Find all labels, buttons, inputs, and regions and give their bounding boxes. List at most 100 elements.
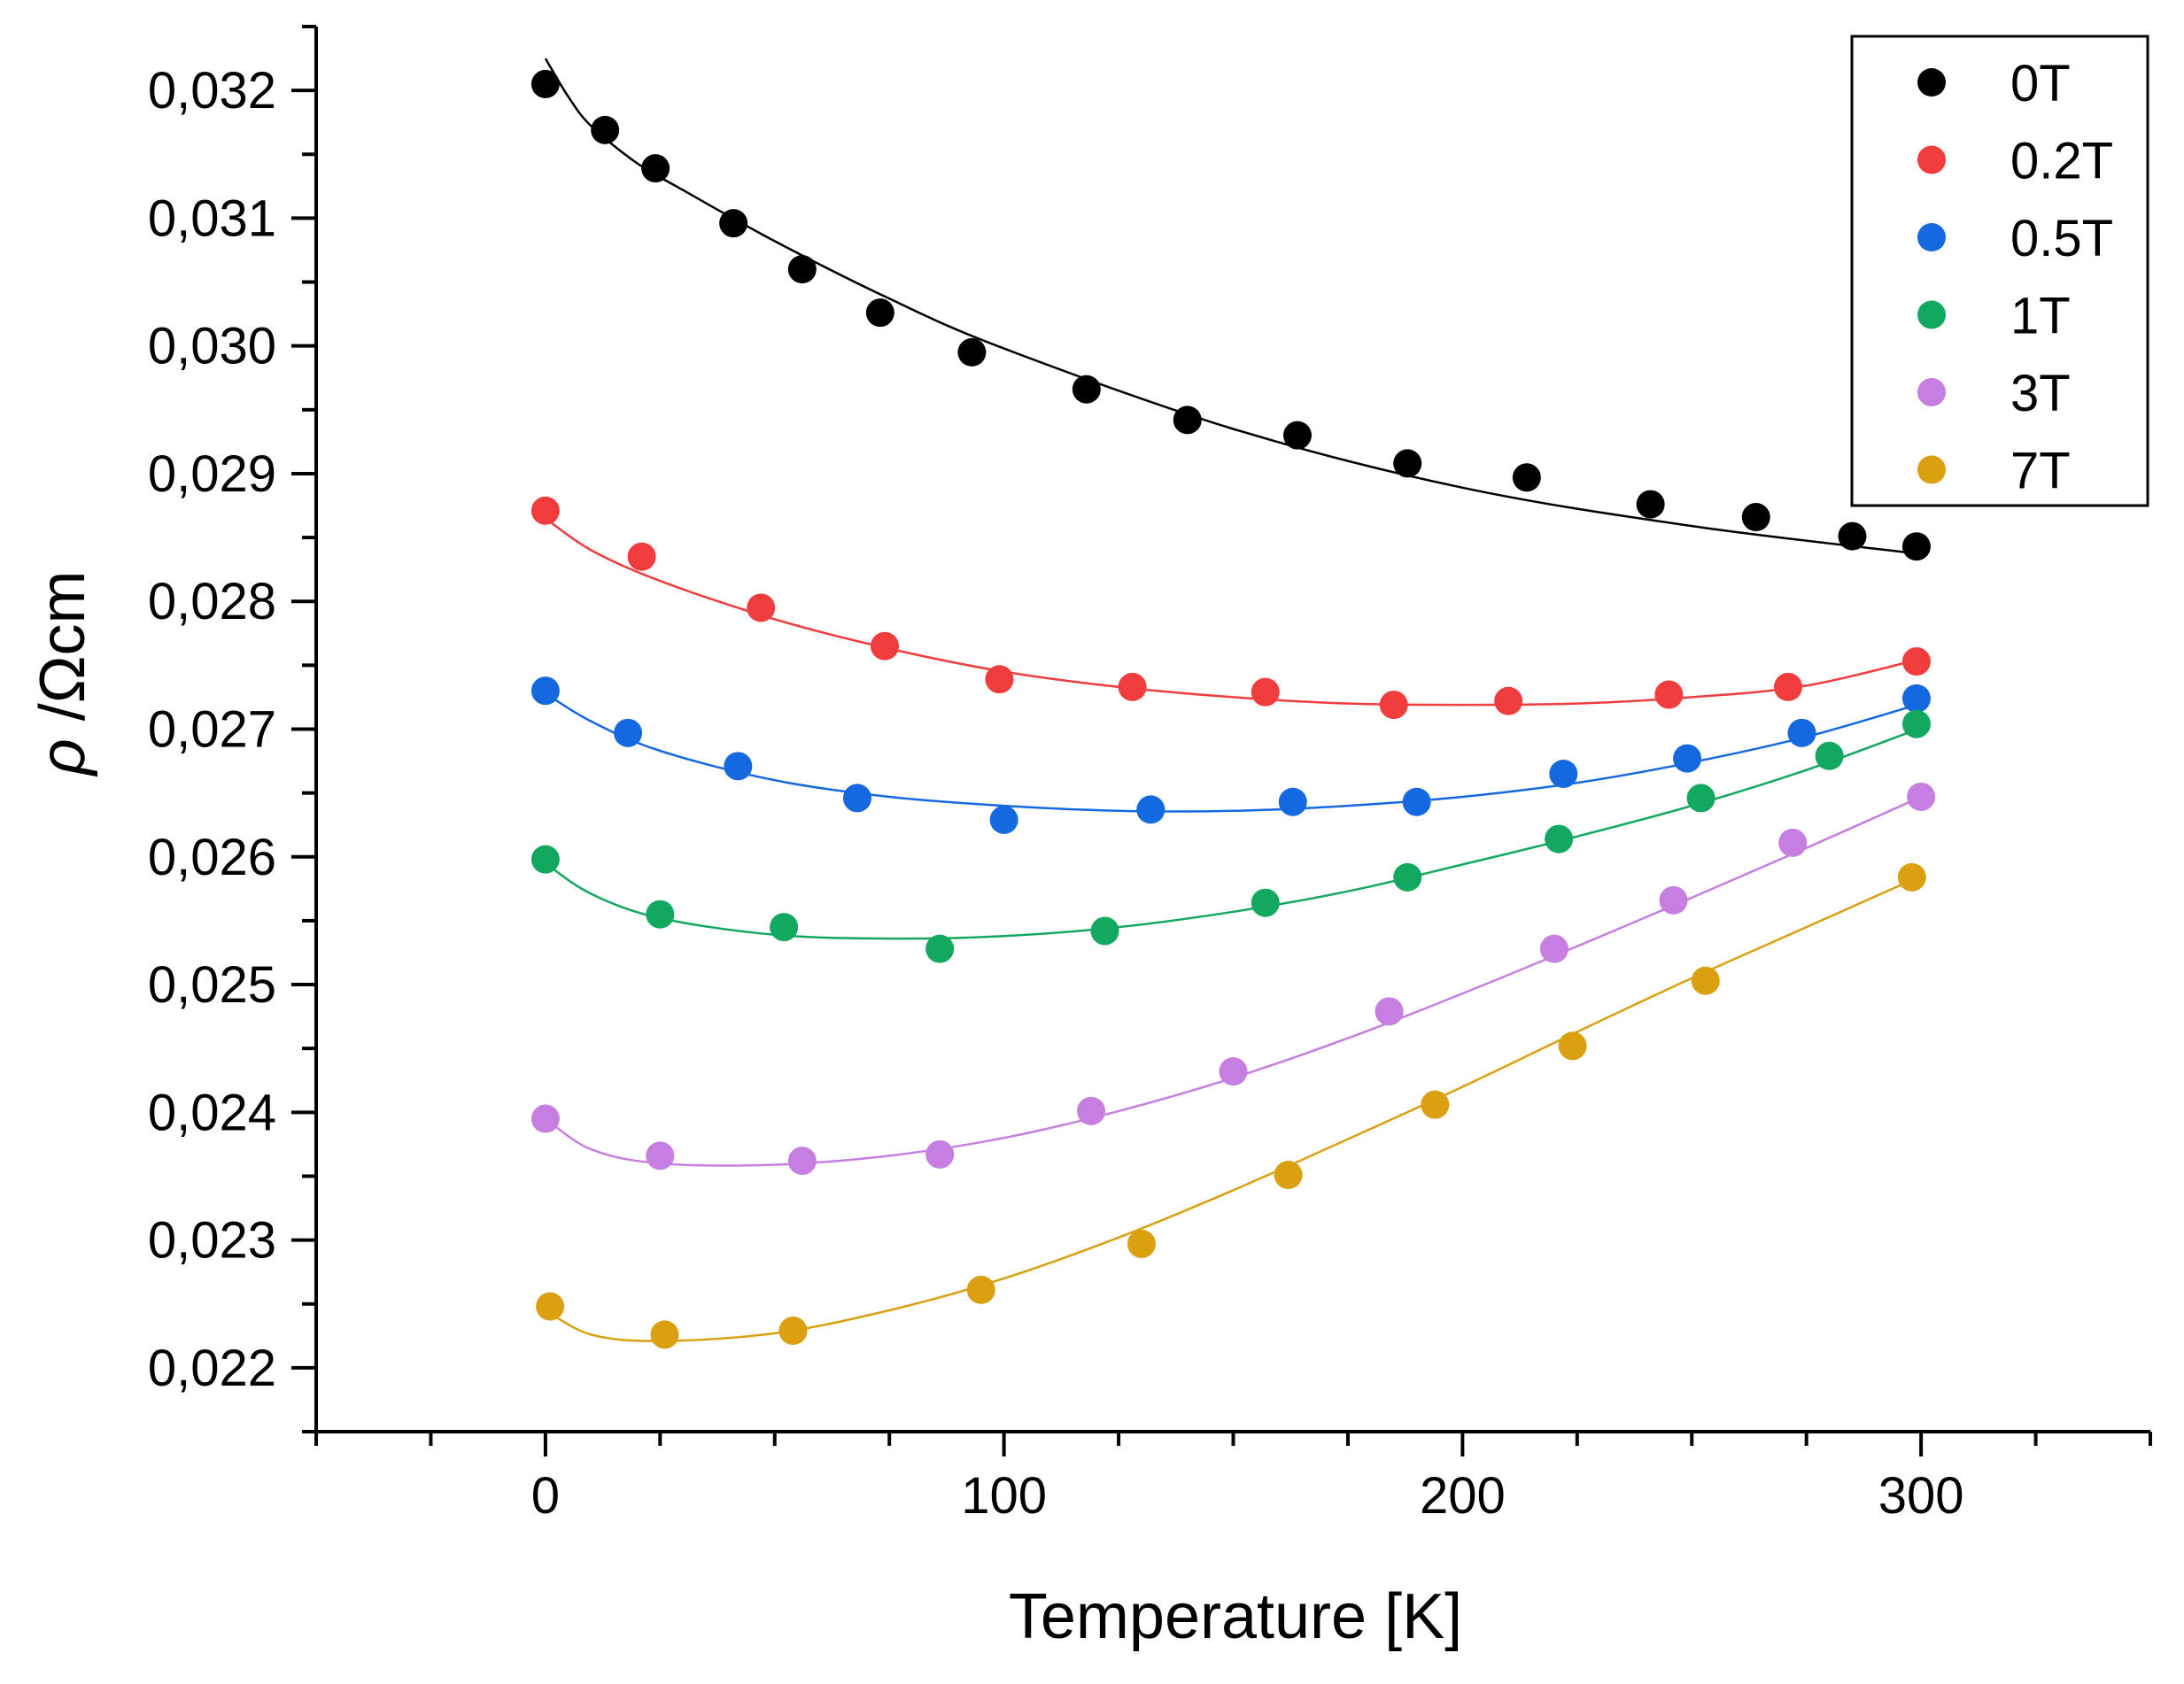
y-tick-label: 0,027	[148, 701, 276, 759]
data-point-0.2T	[1118, 672, 1147, 701]
data-point-1T	[1901, 709, 1931, 738]
data-point-0.2T	[1901, 647, 1931, 676]
data-point-7T	[1127, 1229, 1156, 1258]
fit-curve-1T	[545, 726, 1922, 940]
legend-label: 0T	[2010, 55, 2071, 112]
data-point-0.2T	[1494, 686, 1523, 715]
y-tick-label: 0,032	[148, 62, 276, 120]
data-point-3T	[1659, 885, 1688, 915]
y-tick-label: 0,029	[148, 445, 276, 503]
data-point-0.2T	[747, 593, 776, 622]
legend-label: 0.2T	[2010, 133, 2113, 190]
data-point-0.2T	[1379, 691, 1408, 720]
data-point-0T	[531, 69, 560, 98]
data-point-7T	[966, 1275, 995, 1304]
data-point-0T	[1512, 463, 1541, 492]
data-point-1T	[1393, 862, 1422, 892]
fit-curve-7T	[545, 875, 1922, 1342]
data-point-1T	[925, 934, 955, 963]
data-point-1T	[531, 845, 560, 874]
data-point-3T	[531, 1104, 560, 1133]
data-point-0.2T	[627, 542, 656, 571]
data-point-3T	[1778, 828, 1808, 857]
y-axis-title: ρ /Ωcm	[27, 570, 98, 776]
data-point-3T	[787, 1147, 817, 1176]
data-point-3T	[1375, 997, 1404, 1026]
y-tick-label: 0,025	[148, 956, 276, 1014]
data-point-0T	[1072, 375, 1101, 404]
data-point-3T	[1219, 1057, 1248, 1086]
x-tick-label: 0	[531, 1467, 560, 1525]
data-point-7T	[650, 1320, 679, 1349]
legend-marker	[1917, 68, 1946, 97]
y-tick-label: 0,028	[148, 573, 276, 630]
data-point-0T	[1173, 406, 1202, 435]
data-point-0.5T	[1787, 718, 1816, 747]
x-axis-title: Temperature [K]	[1009, 1581, 1462, 1652]
data-point-7T	[778, 1317, 808, 1346]
data-point-1T	[646, 900, 675, 929]
data-point-0.5T	[1673, 744, 1702, 773]
legend-label: 3T	[2010, 365, 2071, 422]
data-point-7T	[536, 1292, 565, 1321]
data-point-0.5T	[1901, 684, 1931, 713]
data-point-0.2T	[1773, 672, 1802, 701]
data-point-1T	[770, 913, 799, 942]
legend-marker	[1917, 145, 1946, 174]
data-point-3T	[1076, 1096, 1105, 1125]
fit-curve-0T	[544, 58, 1922, 556]
data-point-0T	[865, 298, 895, 328]
data-point-0.5T	[842, 784, 871, 813]
data-point-7T	[1691, 966, 1720, 995]
data-point-3T	[1907, 782, 1936, 811]
data-point-0.5T	[1278, 787, 1307, 816]
data-point-0.5T	[531, 676, 560, 706]
fit-curve-0.5T	[545, 692, 1922, 813]
data-point-1T	[1090, 916, 1119, 946]
x-tick-label: 200	[1420, 1467, 1506, 1525]
data-point-0T	[1282, 421, 1312, 450]
data-point-7T	[1421, 1090, 1450, 1119]
data-point-0T	[719, 209, 748, 238]
data-point-1T	[1686, 784, 1715, 813]
data-point-0.5T	[1549, 759, 1578, 788]
data-point-0.5T	[1136, 795, 1166, 824]
data-point-0T	[787, 255, 817, 284]
legend: 0T 0.2T 0.5T 1T 3T 7T	[1850, 35, 2149, 507]
data-point-0.2T	[531, 496, 560, 525]
data-point-1T	[1545, 824, 1574, 854]
data-point-0T	[957, 337, 987, 367]
fit-curve-0.2T	[545, 517, 1922, 707]
data-point-0T	[1393, 449, 1422, 478]
legend-marker	[1917, 455, 1946, 484]
data-point-0T	[591, 115, 620, 144]
data-point-1T	[1815, 741, 1844, 770]
y-tick-label: 0,030	[148, 318, 276, 375]
data-point-0.5T	[989, 805, 1018, 834]
data-point-0T	[1741, 503, 1770, 532]
data-point-3T	[646, 1141, 675, 1170]
data-point-0.2T	[871, 631, 900, 660]
data-point-7T	[1274, 1161, 1303, 1190]
data-point-1T	[1251, 888, 1280, 917]
data-point-0T	[641, 154, 670, 183]
legend-marker	[1917, 223, 1946, 251]
legend-box	[1850, 35, 2149, 507]
data-point-0.2T	[985, 665, 1014, 694]
data-point-0.2T	[1654, 680, 1684, 709]
data-point-0T	[1838, 521, 1867, 551]
fit-lines	[544, 58, 1922, 1342]
data-point-3T	[925, 1139, 955, 1169]
legend-label: 0.5T	[2010, 210, 2113, 267]
x-tick-label: 100	[961, 1467, 1047, 1525]
legend-marker	[1917, 300, 1946, 329]
data-point-7T	[1558, 1031, 1587, 1061]
data-point-7T	[1897, 862, 1926, 892]
data-point-0.5T	[724, 752, 753, 781]
data-points	[531, 69, 1936, 1349]
x-tick-label: 300	[1878, 1467, 1964, 1525]
y-tick-label: 0,023	[148, 1212, 276, 1270]
legend-label: 7T	[2010, 443, 2071, 500]
data-point-0.5T	[1402, 787, 1431, 816]
